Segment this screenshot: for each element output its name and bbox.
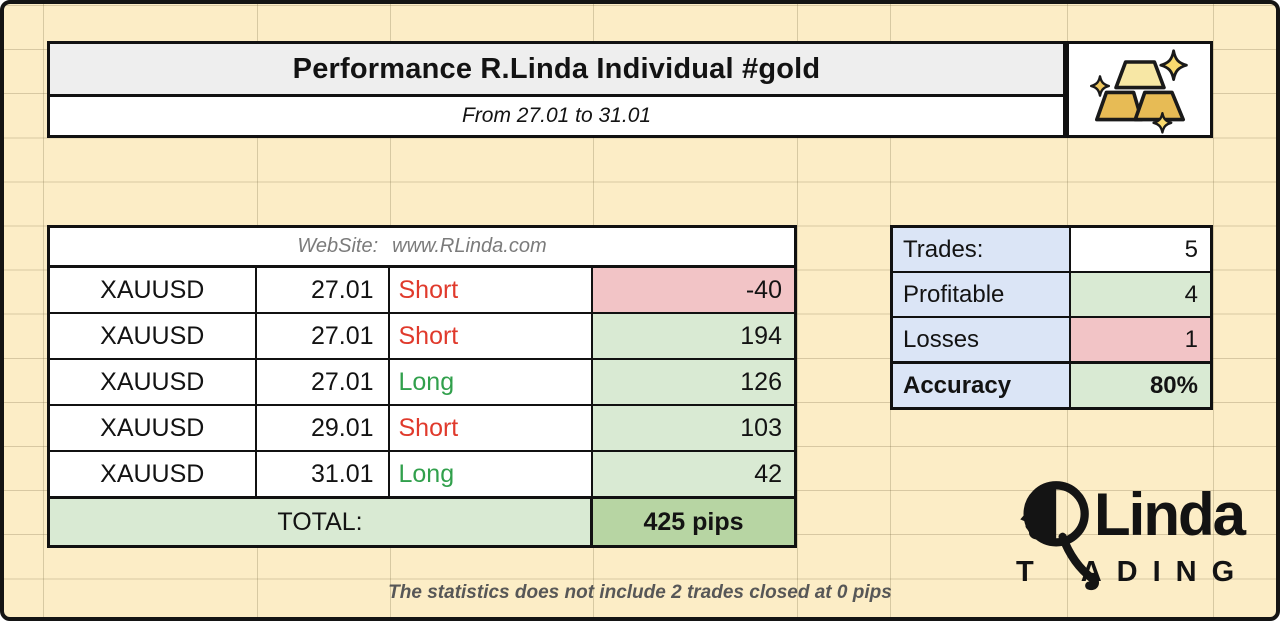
- trade-row: XAUUSD 27.01 Short -40: [47, 265, 797, 314]
- trade-direction-cell: Short: [387, 404, 593, 452]
- trade-pips-cell: 103: [590, 404, 797, 452]
- stat-value-cell: 5: [1068, 225, 1213, 273]
- trade-symbol-cell: XAUUSD: [47, 358, 257, 406]
- total-label: TOTAL:: [47, 496, 593, 548]
- trade-pips-cell: -40: [590, 265, 797, 314]
- stat-value-cell: 4: [1068, 271, 1213, 318]
- trade-pips-cell: 126: [590, 358, 797, 406]
- stat-row: Trades: 5: [890, 225, 1213, 273]
- website-url: www.RLinda.com: [392, 235, 547, 257]
- rlinda-trading-logo: Linda T ADING: [1012, 474, 1262, 604]
- website-row: WebSite: www.RLinda.com: [47, 225, 797, 268]
- trade-date-cell: 27.01: [254, 312, 390, 360]
- trade-pips-cell: 42: [590, 450, 797, 499]
- trade-symbol-cell: XAUUSD: [47, 404, 257, 452]
- trades-table: WebSite: www.RLinda.com XAUUSD 27.01 Shor…: [47, 225, 797, 548]
- stat-label-cell: Profitable: [890, 271, 1071, 318]
- report-header: Performance R.Linda Individual #gold Fro…: [47, 41, 1066, 138]
- rlinda-face-logo: [1020, 481, 1099, 591]
- trade-row: XAUUSD 29.01 Short 103: [47, 404, 797, 452]
- footnote: The statistics does not include 2 trades…: [388, 582, 892, 603]
- gold-bars-icon: [1066, 41, 1213, 138]
- grid-line: [797, 4, 798, 617]
- grid-line: [43, 4, 44, 617]
- trade-row: XAUUSD 27.01 Short 194: [47, 312, 797, 360]
- grid-line: [1213, 4, 1214, 617]
- trade-symbol-cell: XAUUSD: [47, 450, 257, 499]
- stats-table: Trades: 5 Profitable 4 Losses 1 Accuracy…: [890, 225, 1213, 410]
- trade-pips-cell: 194: [590, 312, 797, 360]
- total-row: TOTAL: 425 pips: [47, 496, 797, 548]
- trade-symbol-cell: XAUUSD: [47, 312, 257, 360]
- website-label: WebSite:: [297, 235, 379, 257]
- trade-date-cell: 29.01: [254, 404, 390, 452]
- trade-symbol-cell: XAUUSD: [47, 265, 257, 314]
- trade-row: XAUUSD 31.01 Long 42: [47, 450, 797, 499]
- trade-date-cell: 31.01: [254, 450, 390, 499]
- trade-direction-cell: Short: [387, 312, 593, 360]
- stat-row: Profitable 4: [890, 271, 1213, 318]
- stat-value-cell: 80%: [1068, 361, 1213, 410]
- stat-value-cell: 1: [1068, 316, 1213, 364]
- trade-date-cell: 27.01: [254, 265, 390, 314]
- total-pips-value: 425 pips: [590, 496, 797, 548]
- trade-direction-cell: Short: [387, 265, 593, 314]
- stat-row: Losses 1: [890, 316, 1213, 364]
- stat-label-cell: Losses: [890, 316, 1071, 364]
- report-title: Performance R.Linda Individual #gold: [50, 44, 1063, 97]
- trade-direction-cell: Long: [387, 358, 593, 406]
- logo-ading-letters: ADING: [1080, 556, 1250, 588]
- stat-row: Accuracy 80%: [890, 361, 1213, 410]
- gold-bars-graphic: [1089, 48, 1188, 134]
- report-period: From 27.01 to 31.01: [461, 104, 652, 127]
- logo-t-letter: T: [1016, 556, 1049, 588]
- logo-line1: Linda: [1012, 474, 1262, 596]
- trade-direction-cell: Long: [387, 450, 593, 499]
- trade-date-cell: 27.01: [254, 358, 390, 406]
- logo-name-text: Linda: [1094, 481, 1246, 548]
- stat-label-cell: Trades:: [890, 225, 1071, 273]
- trade-row: XAUUSD 27.01 Long 126: [47, 358, 797, 406]
- logo-line2: T ADING: [1016, 556, 1249, 589]
- stat-label-cell: Accuracy: [890, 361, 1071, 410]
